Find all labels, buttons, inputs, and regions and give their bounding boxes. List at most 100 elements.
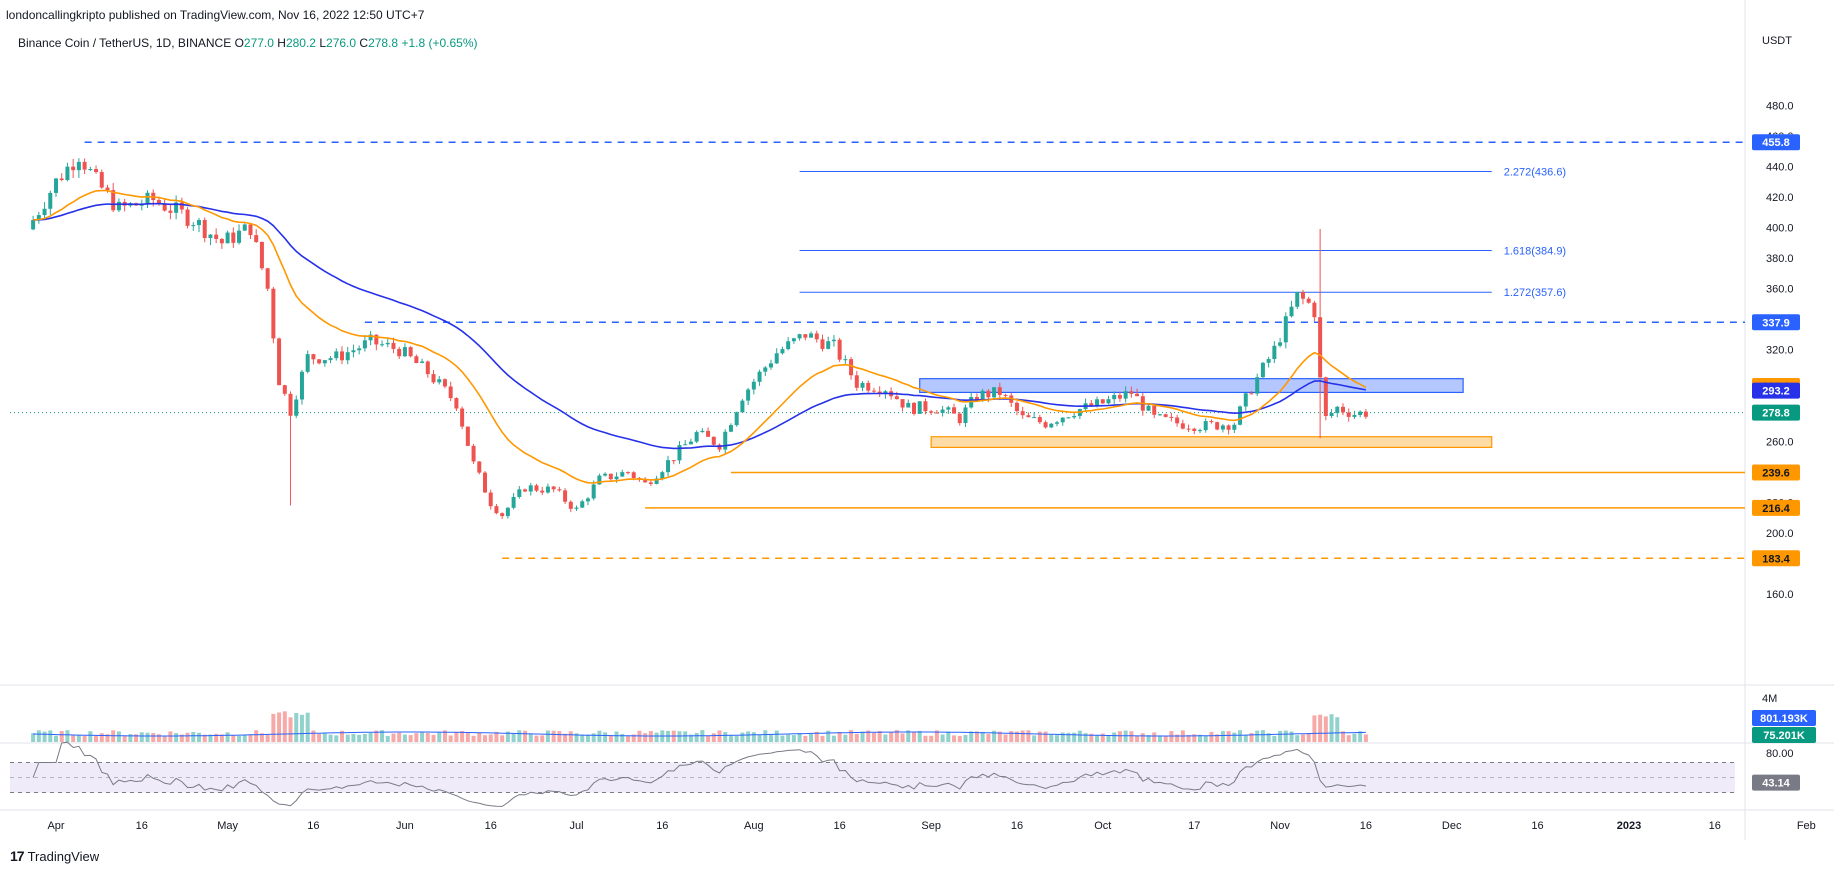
time-axis-label: Nov	[1270, 820, 1290, 832]
time-axis-label: 16	[1531, 820, 1543, 832]
volume-bar	[374, 730, 379, 742]
candle	[1232, 422, 1237, 434]
candle	[1358, 410, 1363, 418]
volume-bar	[99, 733, 104, 742]
volume-bar	[59, 731, 64, 742]
candle	[786, 337, 791, 351]
volume-bar	[814, 731, 819, 742]
candle	[700, 428, 705, 433]
volume-bar	[1272, 735, 1277, 742]
candle	[225, 230, 230, 244]
volume-bar	[1203, 735, 1208, 742]
symbol-legend[interactable]: Binance Coin / TetherUS, 1D, BINANCE O27…	[18, 36, 478, 50]
volume-bar	[694, 732, 699, 742]
candle	[305, 350, 310, 374]
volume-bar	[71, 734, 76, 742]
candle	[585, 496, 590, 506]
volume-bar	[1112, 732, 1117, 742]
candle	[551, 485, 556, 493]
candle	[1209, 419, 1214, 424]
candle	[574, 505, 579, 511]
candle	[706, 427, 711, 437]
candle	[934, 410, 939, 414]
volume-bar	[957, 735, 962, 742]
volume-bar	[769, 734, 773, 742]
volume-bar	[340, 730, 344, 742]
volume-bar	[568, 731, 573, 742]
price-level-badge: 239.6	[1752, 464, 1800, 481]
candle	[334, 348, 339, 361]
volume-bar	[1049, 734, 1054, 742]
price-badge: 278.8	[1752, 404, 1800, 421]
candle	[1163, 413, 1168, 418]
candle	[174, 195, 179, 220]
volume-bar	[197, 732, 201, 742]
volume-bar	[1140, 733, 1145, 742]
candle	[1289, 300, 1294, 318]
price-level-badge: 337.9	[1752, 314, 1800, 331]
volume-bar	[1238, 730, 1243, 742]
candle	[1312, 300, 1317, 322]
volume-bar	[505, 731, 510, 742]
volume-bar	[128, 734, 133, 742]
price-level-badge: 455.8	[1752, 134, 1800, 151]
volume-bar	[139, 732, 144, 742]
volume-badge: 801.193K	[1752, 710, 1816, 726]
volume-bar	[894, 730, 899, 742]
candle	[99, 169, 104, 189]
candle	[957, 411, 962, 426]
candle	[688, 438, 693, 445]
volume-bar	[1323, 716, 1328, 742]
volume-bar	[826, 730, 831, 742]
candle	[603, 472, 608, 477]
volume-bar	[1312, 715, 1317, 742]
volume-bar	[906, 730, 911, 742]
time-axis-label: 16	[1011, 820, 1023, 832]
candle	[1238, 405, 1243, 426]
volume-bar	[837, 731, 842, 742]
candle	[191, 222, 196, 231]
volume-bar	[871, 732, 876, 742]
candle	[677, 441, 682, 464]
volume-bar	[1358, 731, 1363, 742]
candle	[265, 267, 270, 292]
candle	[843, 355, 848, 365]
candle	[1363, 409, 1368, 419]
volume-bar	[317, 733, 322, 742]
volume-bar	[242, 734, 247, 742]
volume-bar	[711, 733, 716, 742]
candle	[1157, 413, 1162, 416]
candle	[1014, 401, 1019, 416]
volume-bar	[448, 735, 453, 742]
candle	[282, 384, 287, 396]
volume-bar	[425, 732, 430, 742]
candle	[254, 229, 259, 243]
volume-bar	[488, 734, 493, 742]
volume-bar	[631, 734, 636, 742]
volume-bar	[391, 733, 396, 742]
tradingview-footer[interactable]: 17 TradingView	[10, 848, 99, 864]
volume-bar	[334, 735, 339, 742]
volume-bar	[854, 733, 859, 742]
volume-bar	[65, 730, 70, 742]
candle	[1283, 312, 1288, 349]
volume-bar	[76, 735, 81, 742]
candle	[1135, 388, 1140, 397]
volume-bar	[1318, 714, 1323, 742]
volume-bar	[997, 731, 1002, 742]
volume-bar	[471, 735, 476, 742]
candle	[82, 158, 87, 175]
candle	[368, 330, 373, 346]
candle	[1066, 416, 1071, 419]
candle	[1318, 228, 1323, 439]
candle	[1112, 391, 1117, 404]
volume-bar	[397, 732, 402, 742]
volume-bar	[1300, 734, 1305, 742]
volume-bar	[156, 734, 161, 742]
candle	[231, 227, 236, 248]
candle	[1026, 412, 1031, 418]
volume-bar	[134, 734, 139, 742]
candle	[111, 183, 116, 213]
volume-bar	[563, 733, 568, 742]
